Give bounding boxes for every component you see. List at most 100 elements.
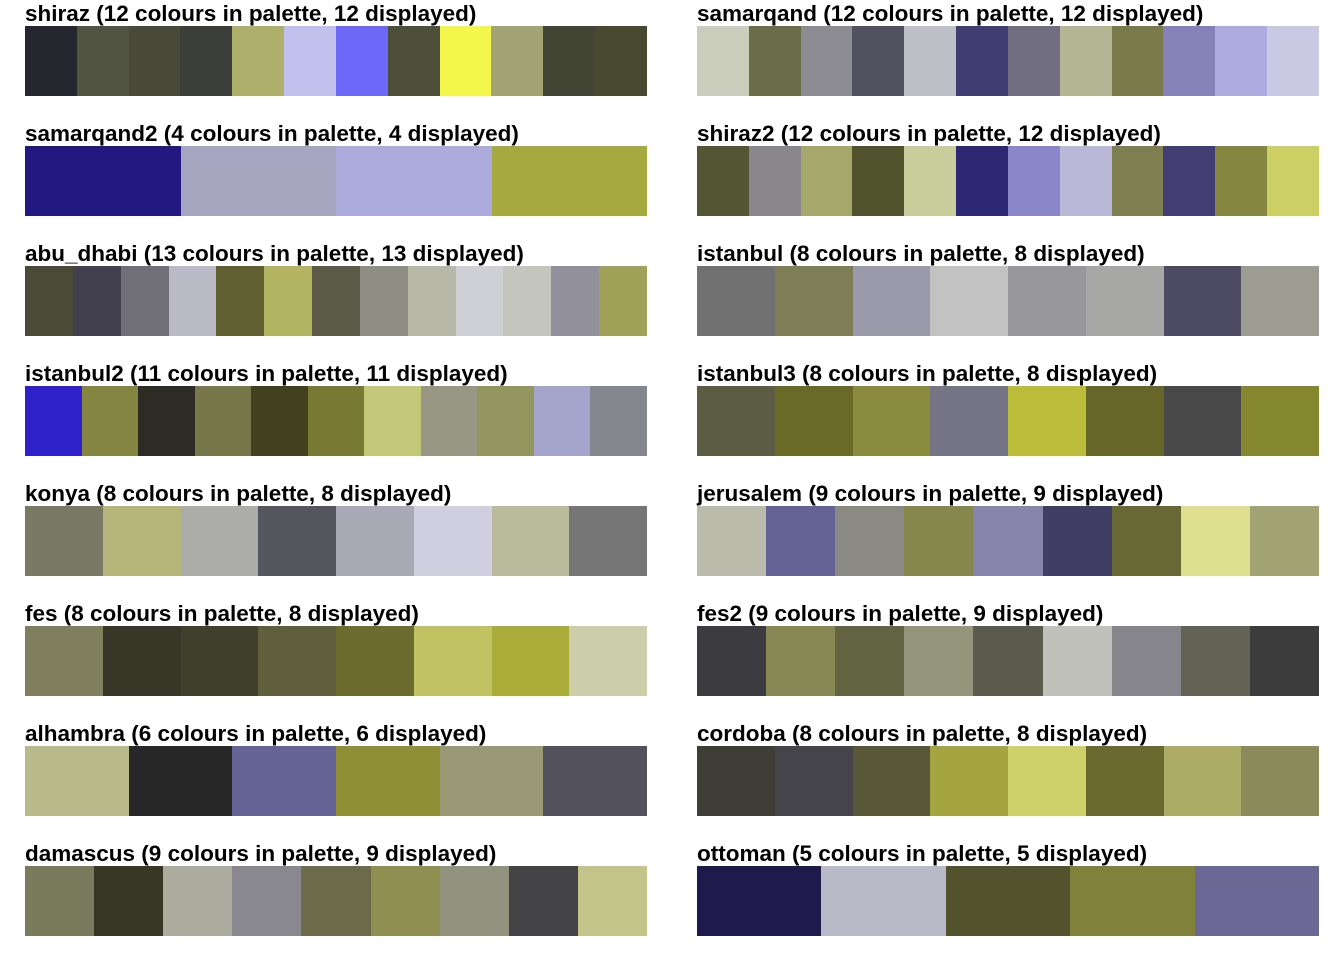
colour-swatch	[1163, 266, 1242, 336]
palette-title: shiraz (12 colours in palette, 12 displa…	[25, 1, 477, 26]
colour-swatch	[25, 866, 95, 936]
colour-swatch	[72, 266, 121, 336]
colour-swatch	[1059, 26, 1112, 96]
swatch-row	[25, 866, 647, 936]
palette-title: abu_dhabi (13 colours in palette, 13 dis…	[25, 241, 524, 266]
colour-swatch	[697, 506, 767, 576]
colour-swatch	[551, 266, 600, 336]
colour-swatch	[232, 866, 302, 936]
colour-swatch	[1111, 146, 1164, 216]
palette-panel: istanbul (8 colours in palette, 8 displa…	[697, 241, 1319, 361]
colour-swatch	[1267, 26, 1319, 96]
palette-panel: ottoman (5 colours in palette, 5 display…	[697, 841, 1320, 961]
colour-swatch	[503, 266, 552, 336]
colour-swatch	[904, 626, 974, 696]
colour-swatch	[307, 386, 365, 456]
swatch-row	[697, 866, 1320, 936]
swatch-row	[25, 626, 647, 696]
swatch-row	[25, 26, 647, 96]
colour-swatch	[491, 506, 570, 576]
colour-swatch	[774, 386, 853, 456]
colour-swatch	[477, 386, 534, 456]
colour-swatch	[25, 26, 77, 96]
colour-swatch	[94, 866, 164, 936]
colour-swatch	[25, 266, 73, 336]
colour-swatch	[180, 26, 233, 96]
colour-swatch	[1059, 146, 1112, 216]
colour-swatch	[232, 26, 285, 96]
palette-title: fes2 (9 colours in palette, 9 displayed)	[697, 601, 1104, 626]
palette-panel: cordoba (8 colours in palette, 8 display…	[697, 721, 1319, 841]
palette-title: ottoman (5 colours in palette, 5 display…	[697, 841, 1148, 866]
colour-swatch	[835, 626, 905, 696]
colour-swatch	[1007, 26, 1060, 96]
colour-swatch	[577, 866, 647, 936]
colour-swatch	[336, 146, 492, 216]
colour-swatch	[766, 506, 836, 576]
colour-swatch	[413, 506, 492, 576]
colour-swatch	[258, 626, 336, 696]
palette-title: shiraz2 (12 colours in palette, 12 displ…	[697, 121, 1161, 146]
colour-swatch	[1042, 626, 1112, 696]
colour-swatch	[852, 746, 931, 816]
palette-panel: fes2 (9 colours in palette, 9 displayed)	[697, 601, 1319, 721]
colour-swatch	[1085, 266, 1164, 336]
colour-swatch	[697, 626, 767, 696]
swatch-row	[25, 746, 648, 816]
swatch-row	[697, 506, 1319, 576]
colour-swatch	[413, 626, 492, 696]
colour-swatch	[1085, 386, 1164, 456]
colour-swatch	[1180, 506, 1250, 576]
colour-swatch	[128, 26, 181, 96]
colour-swatch	[264, 266, 313, 336]
colour-swatch	[697, 386, 775, 456]
palette-title: cordoba (8 colours in palette, 8 display…	[697, 721, 1148, 746]
colour-swatch	[1215, 26, 1268, 96]
palette-panel: konya (8 colours in palette, 8 displayed…	[25, 481, 647, 601]
colour-swatch	[800, 26, 853, 96]
colour-swatch	[180, 506, 259, 576]
swatch-row	[25, 266, 647, 336]
colour-swatch	[163, 866, 233, 936]
colour-swatch	[364, 386, 421, 456]
swatch-row	[697, 266, 1319, 336]
colour-swatch	[420, 386, 478, 456]
palette-panel: istanbul2 (11 colours in palette, 11 dis…	[25, 361, 648, 481]
colour-swatch	[852, 266, 931, 336]
colour-swatch	[102, 626, 181, 696]
colour-swatch	[904, 506, 974, 576]
palette-panel: abu_dhabi (13 colours in palette, 13 dis…	[25, 241, 647, 361]
colour-swatch	[956, 146, 1008, 216]
colour-swatch	[180, 626, 259, 696]
palette-panel: istanbul3 (8 colours in palette, 8 displ…	[697, 361, 1319, 481]
colour-swatch	[439, 866, 509, 936]
colour-swatch	[569, 626, 647, 696]
colour-swatch	[301, 866, 371, 936]
colour-swatch	[508, 866, 578, 936]
swatch-row	[697, 626, 1319, 696]
palette-title: konya (8 colours in palette, 8 displayed…	[25, 481, 452, 506]
colour-swatch	[956, 26, 1008, 96]
colour-swatch	[1215, 146, 1268, 216]
palette-panel: damascus (9 colours in palette, 9 displa…	[25, 841, 647, 961]
colour-swatch	[81, 386, 139, 456]
colour-swatch	[387, 26, 440, 96]
colour-swatch	[359, 266, 408, 336]
colour-swatch	[1008, 266, 1086, 336]
swatch-row	[697, 26, 1319, 96]
colour-swatch	[1008, 746, 1086, 816]
palette-title: samarqand2 (4 colours in palette, 4 disp…	[25, 121, 519, 146]
colour-swatch	[491, 146, 647, 216]
colour-swatch	[251, 386, 308, 456]
swatch-row	[25, 386, 648, 456]
colour-swatch	[25, 626, 103, 696]
colour-swatch	[455, 266, 504, 336]
palette-title: istanbul2 (11 colours in palette, 11 dis…	[25, 361, 508, 386]
colour-swatch	[491, 26, 544, 96]
colour-swatch	[370, 866, 440, 936]
swatch-row	[25, 146, 647, 216]
palette-title: istanbul (8 colours in palette, 8 displa…	[697, 241, 1145, 266]
colour-swatch	[595, 26, 647, 96]
colour-swatch	[930, 266, 1008, 336]
